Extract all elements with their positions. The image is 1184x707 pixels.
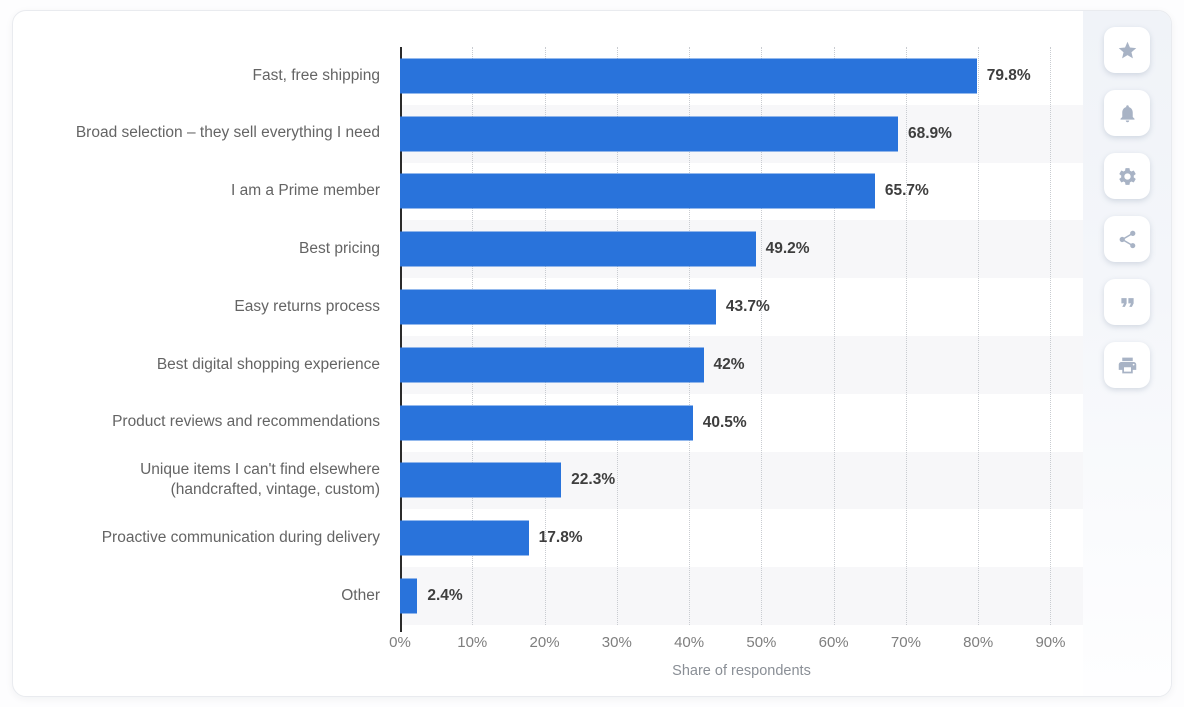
row-plot: 65.7% [400,163,1083,221]
row-plot: 22.3% [400,451,1083,510]
share-button[interactable] [1104,216,1150,262]
x-tick-label: 20% [529,633,560,651]
x-tick-label: 60% [818,633,849,651]
bar-chart: Fast, free shipping 79.8% Broad selection … [13,11,1083,696]
category-label: Easy returns process [234,297,380,315]
print-button[interactable] [1104,342,1150,388]
row-plot: 43.7% [400,278,1083,336]
bar[interactable] [400,462,562,498]
x-axis-title: Share of respondents [672,662,811,679]
gear-icon [1118,167,1136,185]
favorite-button[interactable] [1104,27,1150,73]
row-plot: 68.9% [400,104,1083,163]
chart-row: Product reviews and recommendations 40.5% [13,394,1083,452]
bar-value-label: 40.5% [702,413,747,431]
row-plot: 79.8% [400,47,1083,105]
chart-row: I am a Prime member 65.7% [13,163,1083,221]
x-tick-label: 80% [963,633,994,651]
settings-button[interactable] [1104,153,1150,199]
x-tick-label: 50% [746,633,777,651]
x-tick-label: 90% [1035,633,1066,651]
bar[interactable] [400,520,529,556]
category-label: Other [341,586,380,604]
chart-row: Best digital shopping experience 42% [13,335,1083,394]
bar-value-label: 42% [713,355,745,373]
bar-value-label: 68.9% [907,124,952,142]
bar[interactable] [400,231,756,267]
chart-row: Fast, free shipping 79.8% [13,47,1083,105]
row-plot: 2.4% [400,567,1083,625]
bar-value-label: 22.3% [571,471,616,489]
bar[interactable] [400,289,716,325]
chart-row: Proactive communication during delivery 1… [13,509,1083,567]
chart-row: Other 2.4% [13,567,1083,625]
x-tick-label: 0% [389,633,411,651]
bar-value-label: 43.7% [725,298,770,316]
bar[interactable] [400,173,875,209]
toolbar [1083,11,1171,696]
bar[interactable] [400,116,898,152]
category-label: Unique items I can't find elsewhere (han… [140,461,380,499]
bar[interactable] [400,578,418,614]
quote-icon [1120,297,1134,307]
cite-button[interactable] [1104,279,1150,325]
bar-value-label: 49.2% [765,240,810,258]
row-plot: 42% [400,335,1083,394]
chart-rows: Fast, free shipping 79.8% Broad selection … [13,47,1083,625]
chart-row: Easy returns process 43.7% [13,278,1083,336]
x-tick-label: 70% [890,633,921,651]
bar[interactable] [400,405,693,441]
bar-value-label: 2.4% [427,587,463,605]
category-label: Best digital shopping experience [156,355,380,373]
chart-card: Fast, free shipping 79.8% Broad selection … [12,10,1172,697]
bar-value-label: 17.8% [538,529,583,547]
bar[interactable] [400,347,704,383]
bar-value-label: 79.8% [986,66,1031,84]
notifications-button[interactable] [1104,90,1150,136]
chart-row: Best pricing 49.2% [13,220,1083,279]
x-tick-label: 10% [457,633,488,651]
category-label: Proactive communication during delivery [101,529,380,547]
category-label: Broad selection – they sell everything I… [75,124,380,142]
x-tick-label: 30% [601,633,632,651]
category-label: Best pricing [299,240,380,258]
category-label: I am a Prime member [230,182,380,200]
x-axis: 0% 10% 20% 30% 40% 50% 60% 70% 80% 90% [389,625,1083,655]
plot-area: Fast, free shipping 79.8% Broad selection … [13,47,1083,632]
x-tick-label: 40% [674,633,705,651]
bell-icon [1120,104,1134,122]
chart-row: Unique items I can't find elsewhere (han… [13,451,1083,510]
share-icon [1119,230,1135,248]
print-icon [1118,357,1136,373]
star-icon [1118,41,1136,58]
row-plot: 17.8% [400,509,1083,567]
category-label: Fast, free shipping [252,66,380,84]
bar-value-label: 65.7% [884,182,929,200]
chart-row: Broad selection – they sell everything I… [13,104,1083,163]
bar[interactable] [400,58,977,94]
row-plot: 40.5% [400,394,1083,452]
category-label: Product reviews and recommendations [112,413,380,431]
row-plot: 49.2% [400,220,1083,279]
